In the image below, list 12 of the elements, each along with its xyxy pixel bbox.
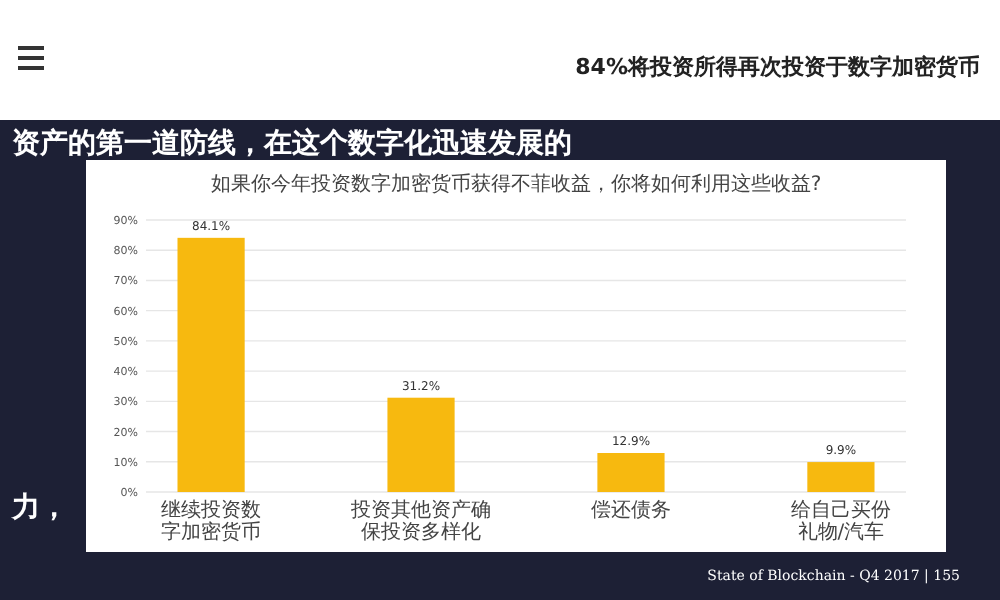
bar [387, 397, 455, 492]
bar [177, 237, 245, 492]
chart-subtitle: 如果你今年投资数字加密货币获得不菲收益，你将如何利用这些收益? [210, 172, 822, 196]
bar [597, 453, 665, 492]
text: 资产的第一道防线，在这个数字化迅速发展的 [12, 126, 572, 160]
x-tick-label: 继续投资数字加密货币 [161, 498, 262, 544]
x-tick-label: 偿还债务 [590, 498, 671, 522]
x-tick-label: 给自己买份礼物/汽车 [790, 498, 891, 544]
bar [807, 462, 875, 492]
x-tick-label: 投资其他资产确保投资多样化 [349, 498, 492, 544]
chart-title: 84%将投资所得再次投资于数字加密货币 [575, 54, 980, 80]
text: 力， [10, 492, 68, 524]
